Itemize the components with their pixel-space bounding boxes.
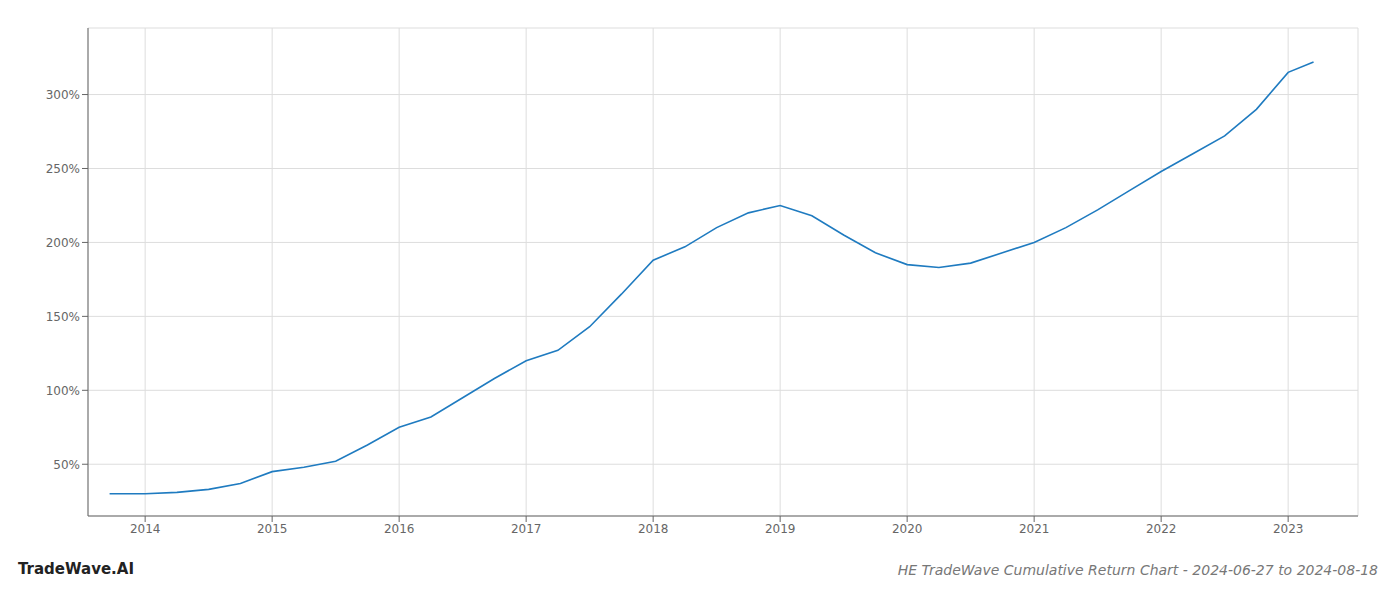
- svg-text:2017: 2017: [511, 522, 542, 536]
- svg-text:2019: 2019: [765, 522, 796, 536]
- svg-text:2021: 2021: [1019, 522, 1050, 536]
- svg-text:2014: 2014: [130, 522, 161, 536]
- svg-text:2016: 2016: [384, 522, 415, 536]
- svg-text:300%: 300%: [46, 88, 80, 102]
- svg-text:2022: 2022: [1146, 522, 1177, 536]
- svg-text:100%: 100%: [46, 384, 80, 398]
- svg-text:2018: 2018: [638, 522, 669, 536]
- svg-text:200%: 200%: [46, 236, 80, 250]
- svg-text:2020: 2020: [892, 522, 923, 536]
- svg-text:50%: 50%: [53, 458, 80, 472]
- svg-text:2023: 2023: [1273, 522, 1304, 536]
- svg-text:150%: 150%: [46, 310, 80, 324]
- html-text:TradeWave.AI: TradeWave.AI: [18, 560, 134, 578]
- svg-text:250%: 250%: [46, 162, 80, 176]
- svg-text:2015: 2015: [257, 522, 288, 536]
- html-text:HE TradeWave Cumulative Return: HE TradeWave Cumulative Return Chart - 2…: [897, 562, 1378, 578]
